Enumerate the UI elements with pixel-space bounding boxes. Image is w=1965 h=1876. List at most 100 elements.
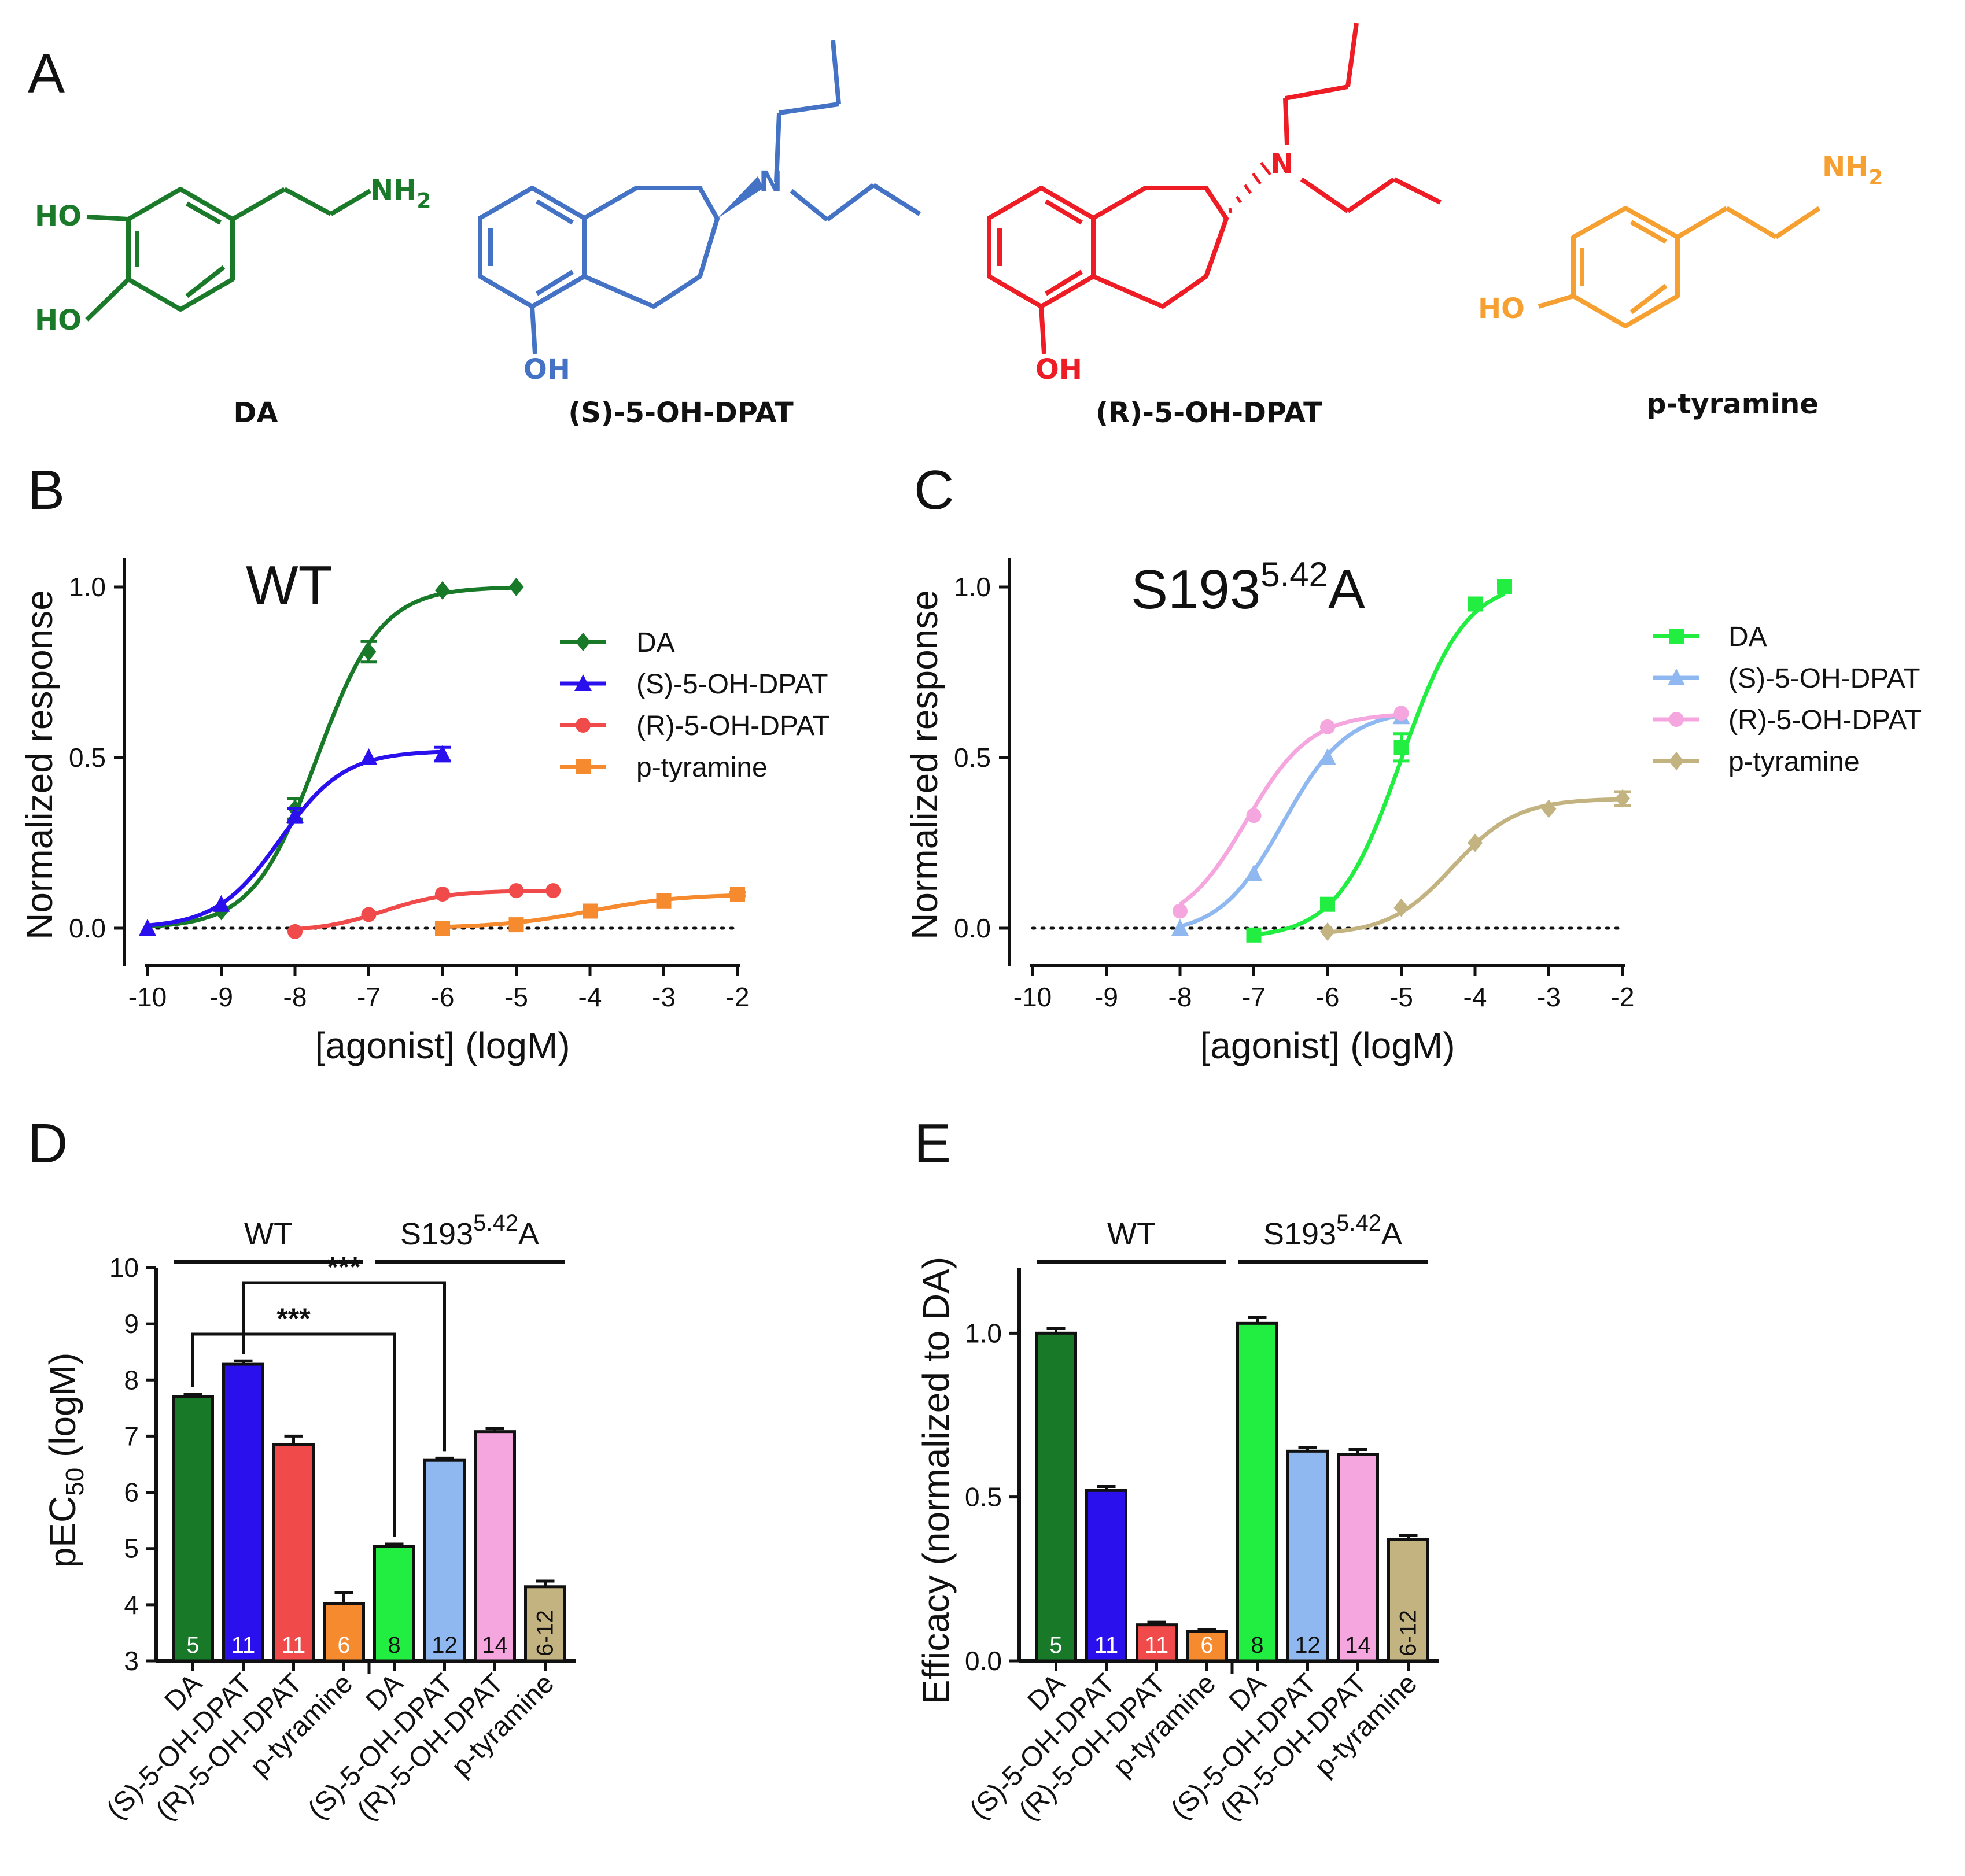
atom-n-s: N (759, 165, 782, 198)
bar-group-2: 11 (272, 1434, 315, 1663)
group-label-wt: WT (1107, 1217, 1156, 1251)
group-label-wt: WT (244, 1217, 293, 1251)
data-point (435, 581, 450, 600)
y-tick-label: 0.5 (69, 743, 106, 773)
y-tick-label: 1.0 (965, 1318, 1002, 1348)
chart-title: S1935.42A (1131, 555, 1365, 621)
bar (1337, 1453, 1379, 1663)
data-point (545, 883, 561, 899)
fit-curve (147, 585, 517, 929)
data-point (361, 642, 377, 662)
x-tick-label: -5 (1389, 982, 1413, 1012)
significance-stars: *** (276, 1302, 311, 1335)
x-tick-label: -7 (1242, 982, 1266, 1012)
molecule-name-s: (S)-5-OH-DPAT (568, 397, 794, 429)
bar (1286, 1449, 1329, 1663)
legend-item-p-tyramine: p-tyramine (560, 752, 768, 783)
bar-group-6: 14 (1337, 1448, 1379, 1663)
y-tick-label: 0.5 (954, 743, 991, 773)
data-point (508, 883, 524, 899)
atom-oh-r: OH (1035, 353, 1082, 386)
bar-group-2: 11 (1136, 1620, 1178, 1663)
legend-marker (574, 674, 592, 691)
molecule-name-da: DA (234, 397, 278, 429)
data-point (508, 578, 524, 596)
legend-label: (R)-5-OH-DPAT (636, 711, 829, 741)
legend-label: (S)-5-OH-DPAT (1728, 663, 1920, 694)
bar-group-1: 11 (1085, 1485, 1127, 1663)
legend-item-p-tyramine: p-tyramine (1653, 747, 1860, 777)
legend-marker (1669, 712, 1684, 727)
n-label: 6 (337, 1633, 350, 1658)
data-point (1245, 864, 1263, 881)
bar-group-4: 8 (1236, 1316, 1278, 1663)
data-point (434, 745, 451, 762)
data-point (1497, 579, 1512, 594)
group-label-mut: S1935.42A (1263, 1210, 1402, 1251)
n-label: 11 (1094, 1633, 1119, 1658)
legend-item-da: DA (1653, 622, 1767, 652)
data-point (435, 887, 450, 902)
n-label: 5 (186, 1633, 199, 1658)
bar-group-3: 6 (1186, 1628, 1228, 1663)
n-label: 12 (1295, 1633, 1321, 1658)
data-point (212, 895, 230, 912)
x-tick-label: -8 (1168, 982, 1192, 1012)
legend-item-r-5-oh-dpat: (R)-5-OH-DPAT (560, 711, 829, 741)
x-tick-label: -6 (1316, 982, 1340, 1012)
legend-item-s-5-oh-dpat: (S)-5-OH-DPAT (1653, 663, 1920, 694)
y-axis-title: Normalized response (19, 590, 60, 940)
legend-item-s-5-oh-dpat: (S)-5-OH-DPAT (560, 669, 828, 700)
atom-nh2: NH2 (370, 174, 431, 213)
data-point (139, 919, 156, 936)
data-point (1541, 799, 1557, 818)
x-axis-title: [agonist] (logM) (1200, 1025, 1455, 1066)
y-tick-label: 6 (124, 1478, 139, 1508)
x-tick-label: -9 (209, 982, 233, 1012)
bar (1236, 1321, 1278, 1663)
significance-bracket-0: *** (191, 1302, 396, 1537)
legend-label: p-tyramine (636, 752, 768, 783)
data-point (360, 748, 378, 765)
data-point (1246, 927, 1262, 943)
y-tick-label: 1.0 (954, 572, 991, 602)
series-s-5-oh-dpat (139, 745, 451, 936)
bar (373, 1545, 415, 1663)
panel-label-b: B (28, 459, 65, 521)
bar-group-1: 11 (222, 1359, 264, 1663)
wedge-bond-s (717, 176, 764, 219)
bar-group-3: 6 (323, 1590, 365, 1663)
bar-group-5: 12 (423, 1456, 466, 1663)
n-label: 14 (482, 1633, 508, 1658)
fit-curve (147, 749, 443, 928)
legend-marker (576, 718, 591, 733)
n-label: 8 (388, 1633, 400, 1658)
legend-marker (1669, 629, 1684, 644)
y-tick-label: 8 (124, 1365, 139, 1395)
atom-ho-pt: HO (1478, 293, 1525, 325)
legend-label: (S)-5-OH-DPAT (636, 669, 828, 700)
hashed-bond-r (1228, 161, 1271, 213)
data-point (361, 907, 377, 922)
x-tick-label: -6 (431, 982, 455, 1012)
x-tick-label: -2 (726, 982, 750, 1012)
x-tick-label: -10 (128, 982, 167, 1012)
x-tick-label: -9 (1094, 982, 1118, 1012)
y-tick-label: 5 (124, 1534, 139, 1564)
atom-nh2-pt: NH2 (1822, 151, 1883, 190)
x-tick-label: -3 (1537, 982, 1561, 1012)
x-axis-title: [agonist] (logM) (315, 1025, 570, 1066)
legend-label: DA (636, 627, 675, 658)
series-r-5-oh-dpat (287, 883, 561, 939)
molecule-s-5-oh-dpat (478, 40, 921, 354)
y-axis-title: pEC50 (logM) (42, 1353, 89, 1568)
y-tick-label: 0.0 (69, 913, 106, 943)
bar (1035, 1331, 1077, 1663)
y-axis-title: Normalized response (904, 590, 945, 940)
panel-label-a: A (28, 43, 65, 105)
chart-title: WT (246, 555, 332, 616)
fit-curve (1254, 592, 1506, 937)
n-label: 11 (231, 1633, 256, 1658)
y-axis-title: Efficacy (normalized to DA) (915, 1257, 957, 1704)
